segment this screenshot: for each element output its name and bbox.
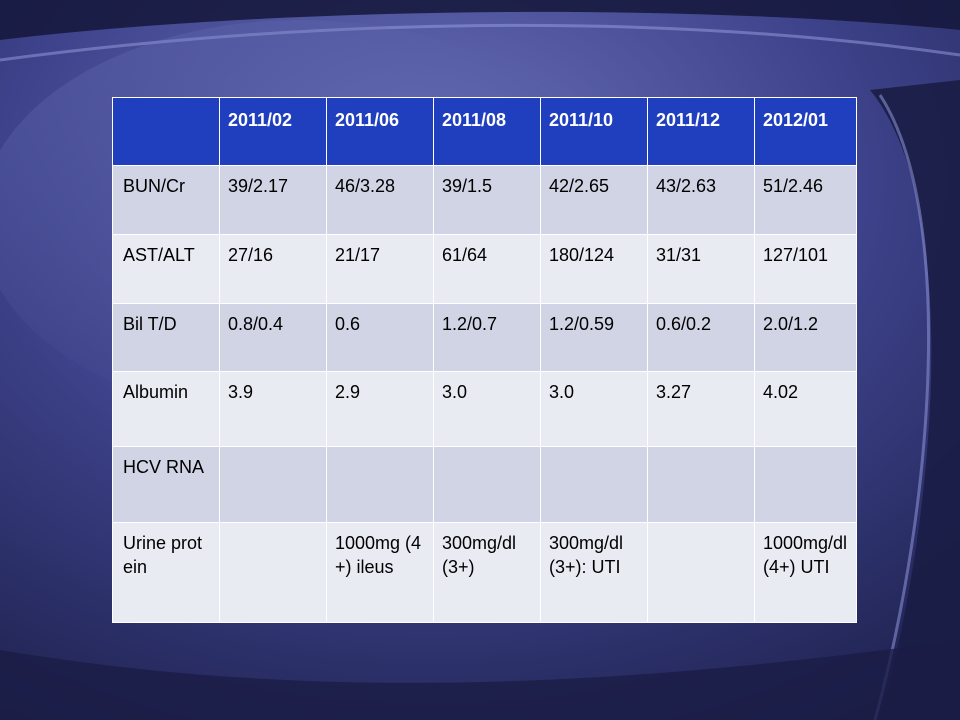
table-cell: 43/2.63 [647, 165, 755, 235]
table-cell [754, 446, 857, 523]
table-cell: 61/64 [433, 234, 541, 304]
table-cell: 39/2.17 [219, 165, 327, 235]
table-cell: 3.9 [219, 371, 327, 447]
table-row: Urine protein 1000mg (4+) ileus 300mg/dl… [112, 522, 857, 623]
table-cell: 2.0/1.2 [754, 303, 857, 372]
table-cell: 0.8/0.4 [219, 303, 327, 372]
table-cell [540, 446, 648, 523]
table-row: HCV RNA [112, 446, 857, 523]
table-cell: 31/31 [647, 234, 755, 304]
table-cell: 42/2.65 [540, 165, 648, 235]
column-header: 2011/12 [647, 97, 755, 166]
column-header: 2011/06 [326, 97, 434, 166]
table-cell: 4.02 [754, 371, 857, 447]
row-label: BUN/Cr [112, 165, 220, 235]
table-cell: 39/1.5 [433, 165, 541, 235]
table-row: Bil T/D 0.8/0.4 0.6 1.2/0.7 1.2/0.59 0.6… [112, 303, 857, 372]
table-cell: 300mg/dl(3+): UTI [540, 522, 648, 623]
table-cell [433, 446, 541, 523]
table-cell: 21/17 [326, 234, 434, 304]
column-header: 2012/01 [754, 97, 857, 166]
table-cell: 3.0 [433, 371, 541, 447]
table-row: Albumin 3.9 2.9 3.0 3.0 3.27 4.02 [112, 371, 857, 447]
column-header: 2011/02 [219, 97, 327, 166]
table-cell: 127/101 [754, 234, 857, 304]
table-cell: 1000mg (4+) ileus [326, 522, 434, 623]
table-cell: 51/2.46 [754, 165, 857, 235]
table-cell: 1.2/0.59 [540, 303, 648, 372]
table-cell: 1.2/0.7 [433, 303, 541, 372]
table-cell [647, 446, 755, 523]
table-cell: 300mg/dl(3+) [433, 522, 541, 623]
table-cell: 46/3.28 [326, 165, 434, 235]
table-cell: 180/124 [540, 234, 648, 304]
table-cell [326, 446, 434, 523]
column-header: 2011/10 [540, 97, 648, 166]
table-cell [219, 522, 327, 623]
table-cell: 0.6/0.2 [647, 303, 755, 372]
table-cell: 2.9 [326, 371, 434, 447]
table-cell: 3.0 [540, 371, 648, 447]
table-cell: 3.27 [647, 371, 755, 447]
row-label: Urine protein [112, 522, 220, 623]
table-cell [219, 446, 327, 523]
header-row: 2011/02 2011/06 2011/08 2011/10 2011/12 … [112, 97, 857, 166]
table-row: BUN/Cr 39/2.17 46/3.28 39/1.5 42/2.65 43… [112, 165, 857, 235]
row-label: HCV RNA [112, 446, 220, 523]
row-label: AST/ALT [112, 234, 220, 304]
table-cell [647, 522, 755, 623]
lab-results-table: 2011/02 2011/06 2011/08 2011/10 2011/12 … [112, 97, 857, 623]
table-cell: 0.6 [326, 303, 434, 372]
column-header: 2011/08 [433, 97, 541, 166]
table-row: AST/ALT 27/16 21/17 61/64 180/124 31/31 … [112, 234, 857, 304]
corner-cell [112, 97, 220, 166]
row-label: Bil T/D [112, 303, 220, 372]
table-cell: 27/16 [219, 234, 327, 304]
row-label: Albumin [112, 371, 220, 447]
table-cell: 1000mg/dl(4+) UTI [754, 522, 857, 623]
